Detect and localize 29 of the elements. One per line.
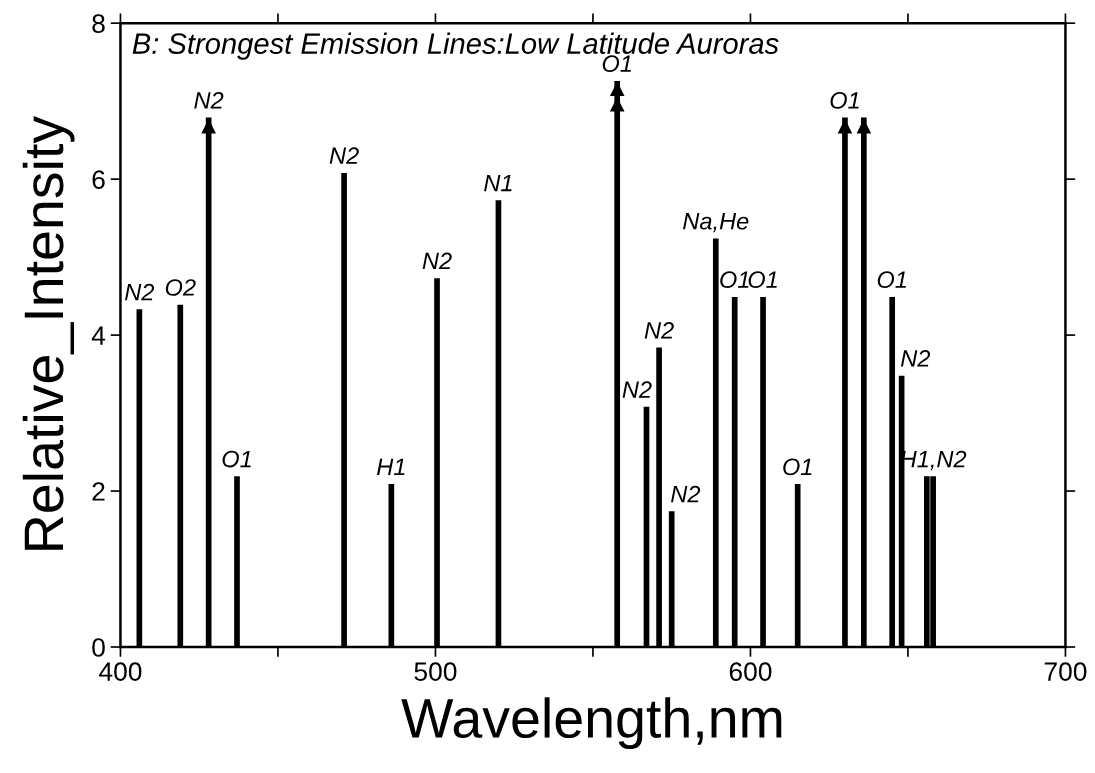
annotation: O1 bbox=[720, 271, 749, 289]
annotation: O2 bbox=[165, 279, 196, 296]
x-axis-title: Wavelength,nm bbox=[401, 697, 782, 750]
annotation: N2 bbox=[671, 485, 701, 503]
annotation: N2 bbox=[329, 147, 359, 164]
y-tick-label: 0 bbox=[92, 638, 105, 657]
annotation: N2 bbox=[622, 381, 652, 398]
annotation: N2 bbox=[422, 252, 452, 270]
annotation: N2 bbox=[900, 350, 931, 367]
annotation: N1 bbox=[484, 174, 512, 192]
x-tick-label: 400 bbox=[99, 662, 142, 681]
y-tick-label: 2 bbox=[92, 482, 105, 501]
annotation: O1 bbox=[783, 458, 812, 476]
x-tick-label: 700 bbox=[1044, 662, 1087, 681]
annotation: O1 bbox=[830, 91, 859, 109]
annotation: H1 bbox=[376, 458, 405, 475]
y-axis-title: Relative_Intensity bbox=[22, 115, 75, 550]
annotation: N2 bbox=[644, 322, 674, 339]
x-tick-label: 500 bbox=[414, 662, 457, 681]
x-tick-label: 600 bbox=[729, 662, 772, 681]
annotation: O1 bbox=[222, 450, 251, 468]
annotation: O1 bbox=[748, 271, 777, 289]
annotation: N2 bbox=[194, 91, 224, 109]
y-tick-label: 6 bbox=[92, 170, 105, 189]
annotation: Na,He bbox=[683, 213, 749, 233]
y-tick-label: 4 bbox=[91, 326, 106, 345]
y-tick-label: 8 bbox=[92, 14, 105, 34]
annotation: O1 bbox=[877, 271, 906, 289]
annotation: N2 bbox=[124, 283, 155, 301]
